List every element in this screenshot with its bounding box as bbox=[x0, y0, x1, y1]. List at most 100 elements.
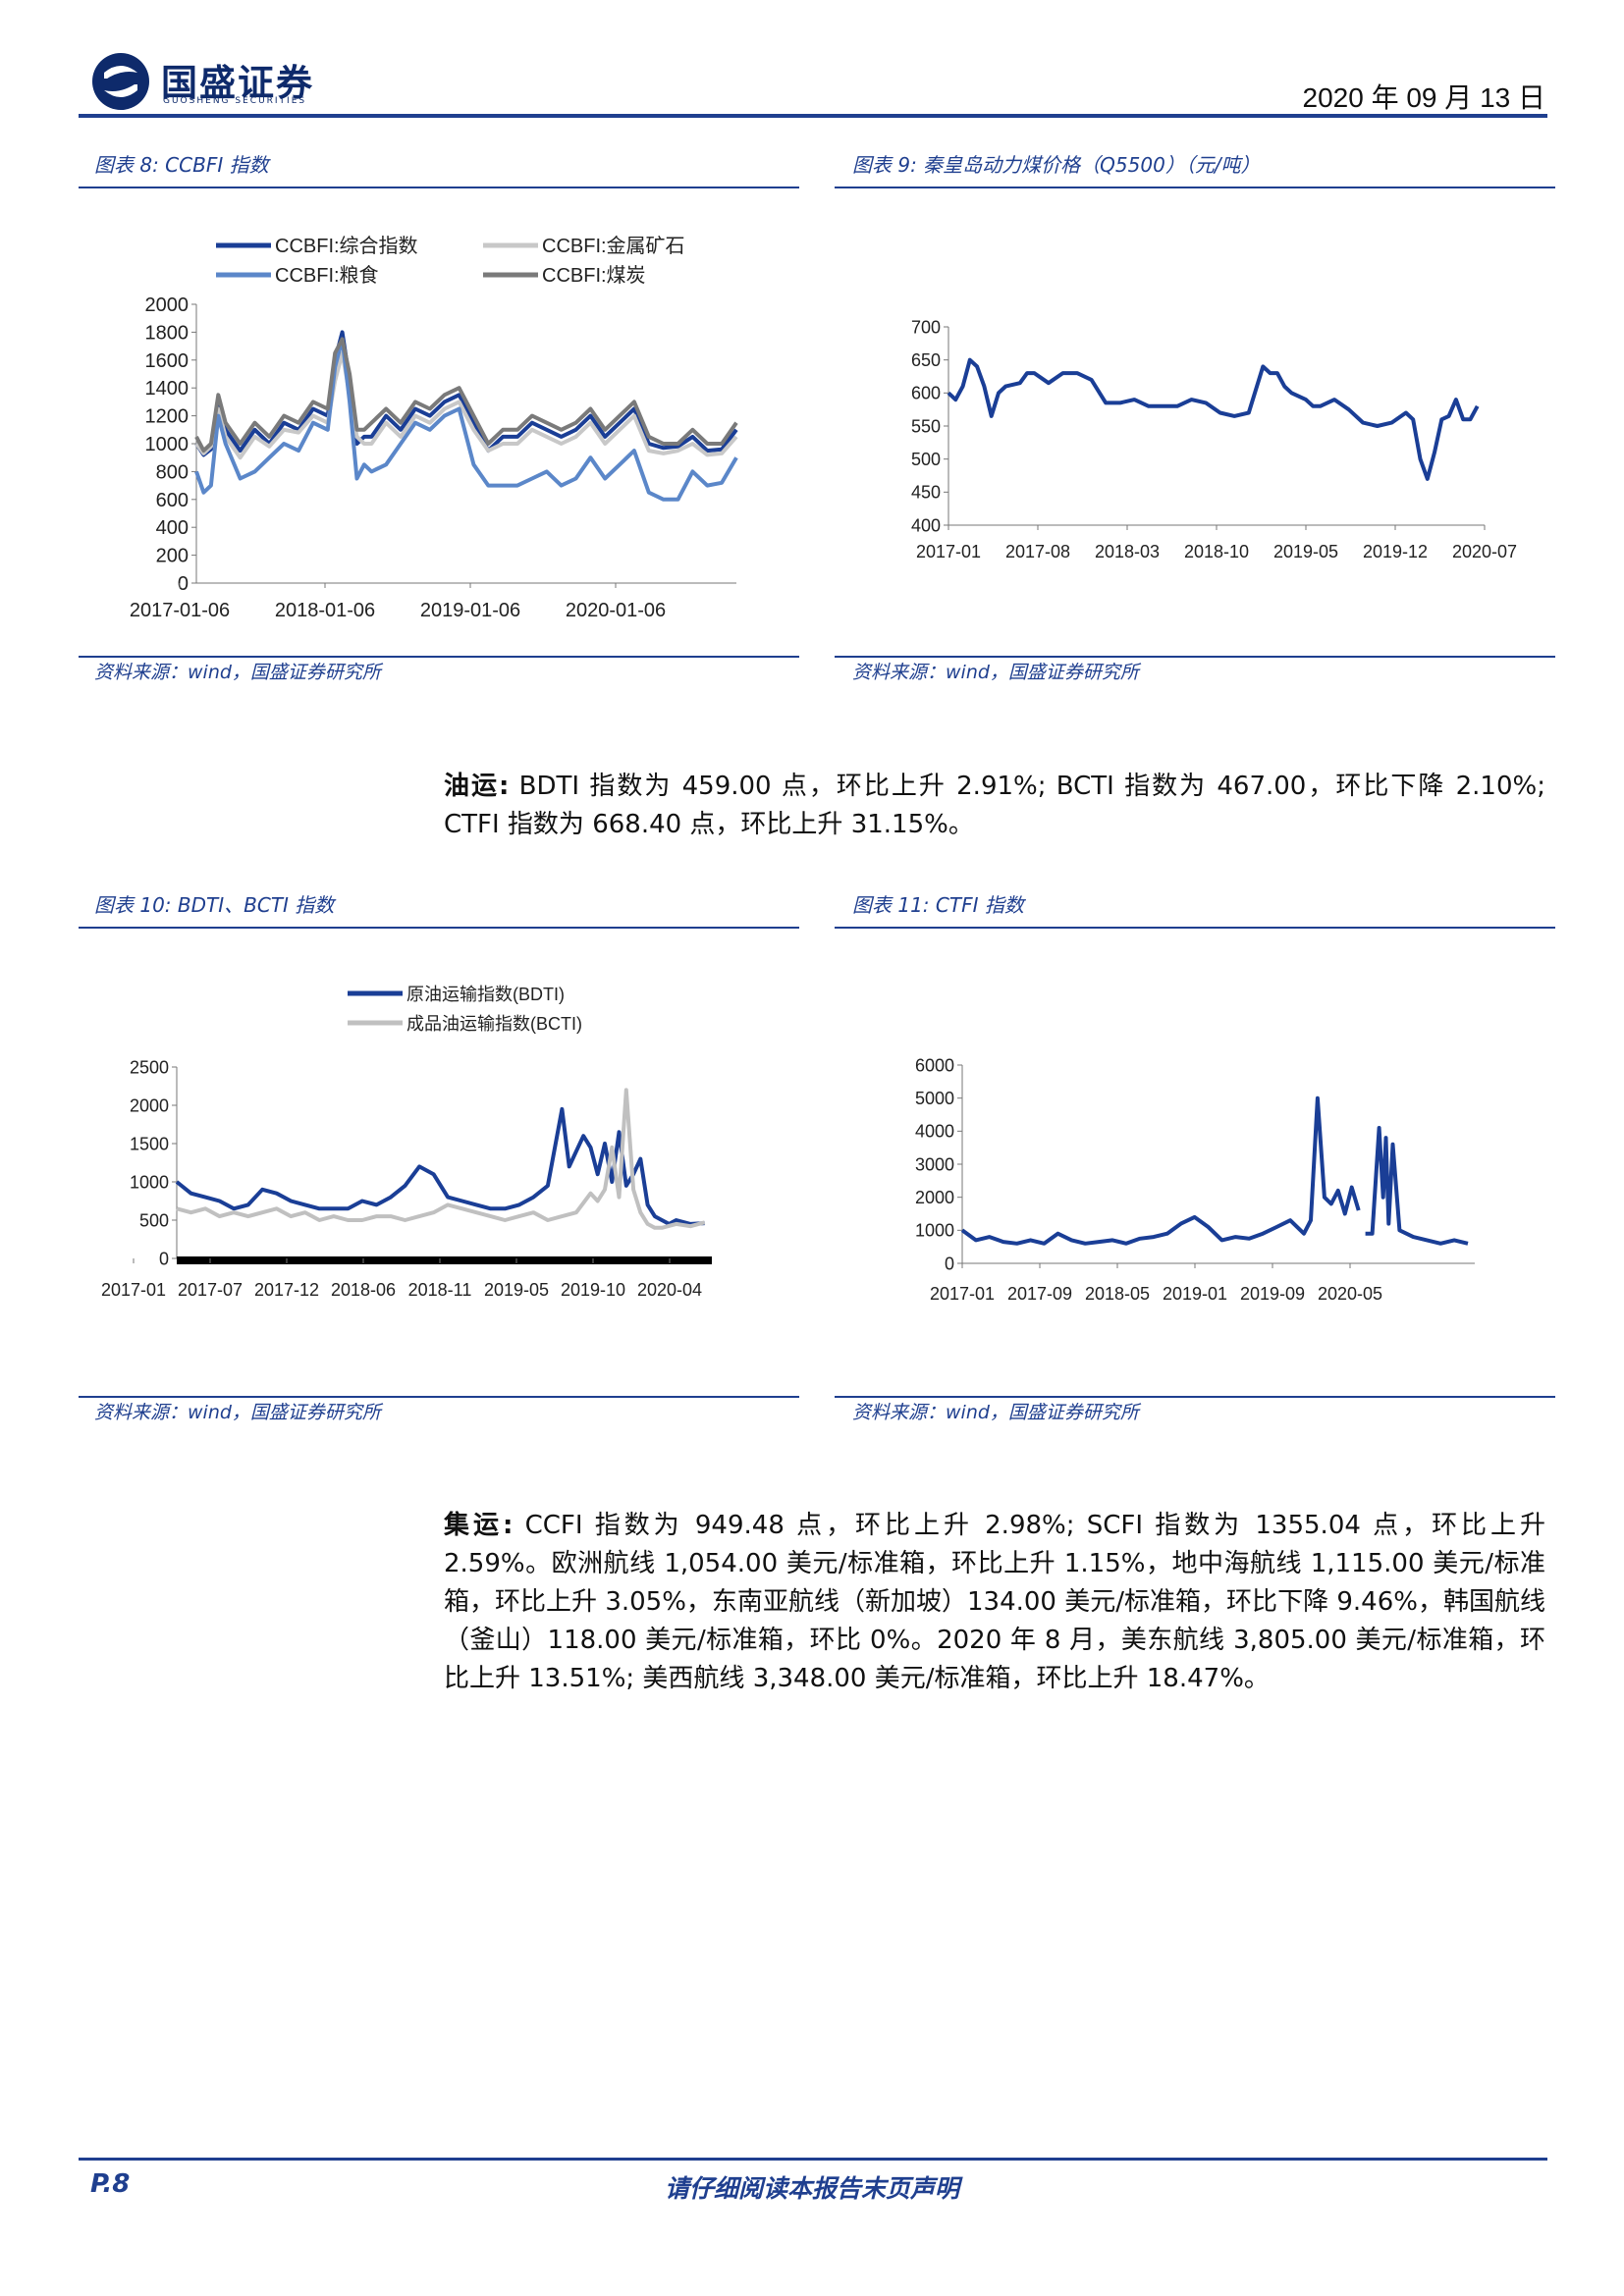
x-tick-label: 2017-01 bbox=[916, 542, 981, 561]
y-tick-label: 200 bbox=[156, 546, 189, 567]
y-tick-label: 800 bbox=[156, 461, 189, 483]
figure-9-top-rule bbox=[835, 187, 1555, 188]
legend-label: CCBFI:粮食 bbox=[275, 264, 379, 287]
report-date: 2020 年 09 月 13 日 bbox=[1302, 82, 1545, 113]
y-tick-label: 2000 bbox=[145, 294, 189, 316]
x-tick-label: 2017-09 bbox=[1007, 1284, 1072, 1304]
series-line-1 bbox=[947, 357, 1480, 481]
figure-11-bottom-rule bbox=[835, 1396, 1555, 1398]
oil-label: 油运: bbox=[444, 772, 510, 801]
x-tick-label: 2018-01-06 bbox=[275, 600, 375, 621]
chart-ctfi: 0 1000 2000 3000 4000 5000 6000 2017-01 2017-09 2… bbox=[915, 1055, 1475, 1304]
series-line-2 bbox=[194, 350, 738, 460]
x-axis bbox=[177, 1256, 712, 1264]
figure-11-title: 图表 11: CTFI 指数 bbox=[852, 893, 1024, 917]
x-tick-label: 2017-12 bbox=[254, 1280, 319, 1300]
y-tick-label: 4000 bbox=[915, 1122, 954, 1142]
logo-mark-icon bbox=[92, 53, 149, 110]
figure-8-bottom-rule bbox=[79, 656, 799, 658]
figure-8-top-rule bbox=[79, 187, 799, 188]
legend-label: CCBFI:金属矿石 bbox=[542, 235, 685, 257]
x-tick-label: 2019-05 bbox=[1273, 542, 1338, 561]
series-line-1 bbox=[960, 1095, 1469, 1246]
y-tick-label: 1600 bbox=[145, 350, 189, 372]
y-tick-label: 2500 bbox=[130, 1057, 169, 1077]
y-tick-label: 1000 bbox=[130, 1172, 169, 1192]
container-text: CCFI 指数为 949.48 点，环比上升 2.98%; SCFI 指数为 1… bbox=[444, 1511, 1545, 1693]
y-tick-label: 400 bbox=[911, 515, 941, 535]
series-line-4 bbox=[194, 337, 738, 454]
x-tick-label: 2019-12 bbox=[1363, 542, 1428, 561]
y-tick-label: 500 bbox=[139, 1210, 169, 1230]
paragraph-container-shipping: 集运: CCFI 指数为 949.48 点，环比上升 2.98%; SCFI 指… bbox=[444, 1507, 1545, 1698]
page-number: P.8 bbox=[90, 2169, 131, 2199]
x-tick-label: 2017-01-06 bbox=[130, 600, 230, 621]
y-tick-label: 500 bbox=[911, 450, 941, 469]
x-tick-label: 2017-01 bbox=[101, 1280, 166, 1300]
figure-10-title: 图表 10: BDTI、BCTI 指数 bbox=[94, 893, 335, 917]
x-tick-label: 2020-05 bbox=[1318, 1284, 1382, 1304]
y-tick-label: 450 bbox=[911, 483, 941, 503]
figure-9-source: 资料来源：wind，国盛证券研究所 bbox=[852, 662, 1139, 683]
x-tick-label: 2017-08 bbox=[1005, 542, 1070, 561]
legend-label: 成品油运输指数(BCTI) bbox=[406, 1014, 582, 1034]
y-tick-label: 1200 bbox=[145, 406, 189, 428]
paragraph-oil-shipping: 油运: BDTI 指数为 459.00 点，环比上升 2.91%; BCTI 指… bbox=[444, 768, 1545, 844]
x-tick-label: 2019-09 bbox=[1240, 1284, 1305, 1304]
series-line-3 bbox=[194, 337, 738, 502]
figure-9-bottom-rule bbox=[835, 656, 1555, 658]
figure-10-bottom-rule bbox=[79, 1396, 799, 1398]
logo-text-en: GUOSHENG SECURITIES bbox=[163, 96, 307, 106]
x-tick-label: 2018-06 bbox=[331, 1280, 396, 1300]
y-tick-label: 3000 bbox=[915, 1154, 954, 1174]
y-tick-label: 1000 bbox=[145, 434, 189, 455]
y-tick-label: 5000 bbox=[915, 1089, 954, 1108]
legend-label: CCBFI:综合指数 bbox=[275, 235, 418, 257]
x-tick-label: 2018-05 bbox=[1085, 1284, 1150, 1304]
legend-label: CCBFI:煤炭 bbox=[542, 264, 646, 287]
oil-text: BDTI 指数为 459.00 点，环比上升 2.91%; BCTI 指数为 4… bbox=[444, 772, 1545, 839]
y-tick-label: 700 bbox=[911, 317, 941, 337]
x-tick-label: 2020-04 bbox=[637, 1280, 702, 1300]
x-tick-label: 2020-01-06 bbox=[566, 600, 666, 621]
series-line-2 bbox=[176, 1088, 706, 1230]
x-tick-label: 2018-10 bbox=[1184, 542, 1249, 561]
y-tick-label: 600 bbox=[156, 490, 189, 511]
legend-label: 原油运输指数(BDTI) bbox=[406, 985, 565, 1004]
y-tick-label: 600 bbox=[911, 384, 941, 403]
footer-rule bbox=[79, 2158, 1547, 2161]
y-tick-label: 550 bbox=[911, 416, 941, 436]
figure-11-top-rule bbox=[835, 927, 1555, 929]
x-tick-label: 2017-01 bbox=[930, 1284, 995, 1304]
x-tick-label: 2020-07 bbox=[1452, 542, 1517, 561]
x-tick-label: 2019-01 bbox=[1163, 1284, 1227, 1304]
chart-bdti-bcti: 0 500 1000 1500 2000 2500 2017-01 2017-07 2017-1… bbox=[101, 985, 712, 1300]
x-tick-label: 2018-11 bbox=[408, 1280, 472, 1300]
figure-8-source: 资料来源：wind，国盛证券研究所 bbox=[94, 662, 381, 683]
chart-coal-price: 400 450 500 550 600 650 700 2017-01 2017-08 2018-… bbox=[911, 317, 1517, 561]
y-tick-label: 2000 bbox=[130, 1095, 169, 1115]
x-tick-label: 2018-03 bbox=[1095, 542, 1160, 561]
y-tick-label: 0 bbox=[159, 1249, 169, 1268]
disclaimer: 请仔细阅读本报告末页声明 bbox=[664, 2174, 959, 2203]
figure-10-source: 资料来源：wind，国盛证券研究所 bbox=[94, 1402, 381, 1423]
figure-9-title: 图表 9: 秦皇岛动力煤价格（Q5500）（元/吨） bbox=[852, 153, 1261, 177]
container-label: 集运: bbox=[444, 1511, 514, 1540]
y-tick-label: 1000 bbox=[915, 1221, 954, 1241]
y-tick-label: 0 bbox=[178, 573, 189, 595]
x-tick-label: 2019-10 bbox=[561, 1280, 625, 1300]
header-rule bbox=[79, 114, 1547, 118]
y-tick-label: 650 bbox=[911, 350, 941, 370]
y-tick-label: 400 bbox=[156, 517, 189, 539]
series-line-1 bbox=[175, 1106, 705, 1226]
x-tick-label: 2019-01-06 bbox=[420, 600, 520, 621]
y-tick-label: 2000 bbox=[915, 1188, 954, 1207]
y-tick-label: 0 bbox=[945, 1254, 954, 1273]
y-tick-label: 6000 bbox=[915, 1055, 954, 1075]
figure-10-top-rule bbox=[79, 927, 799, 929]
x-tick-label: 2017-07 bbox=[178, 1280, 243, 1300]
logo: 国盛证券 GUOSHENG SECURITIES bbox=[90, 51, 336, 112]
x-tick-label: 2019-05 bbox=[484, 1280, 549, 1300]
y-tick-label: 1400 bbox=[145, 378, 189, 400]
y-tick-label: 1800 bbox=[145, 322, 189, 344]
